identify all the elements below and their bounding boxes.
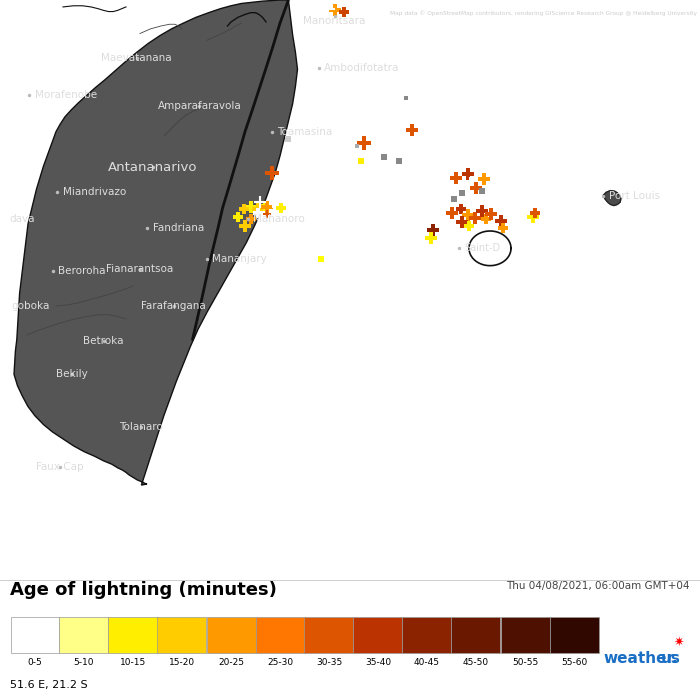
Text: Map data © OpenStreetMap contributors, rendering GIScience Research Group @ Heid: Map data © OpenStreetMap contributors, r…: [389, 10, 696, 16]
Text: Betroka: Betroka: [83, 336, 124, 346]
Text: Bekily: Bekily: [56, 369, 88, 379]
Text: Thu 04/08/2021, 06:00am GMT+04: Thu 04/08/2021, 06:00am GMT+04: [506, 581, 690, 592]
Text: goboka: goboka: [11, 301, 50, 311]
Bar: [10, 617, 60, 654]
Text: dava: dava: [9, 214, 34, 225]
Text: 5-10: 5-10: [74, 658, 95, 667]
Text: Faux Cap: Faux Cap: [36, 461, 83, 472]
Text: Amparafaravola: Amparafaravola: [158, 101, 241, 111]
Bar: [304, 617, 354, 654]
Bar: [500, 617, 550, 654]
Text: 20-25: 20-25: [218, 658, 244, 667]
Text: 25-30: 25-30: [267, 658, 293, 667]
Text: Fandriana: Fandriana: [153, 223, 204, 233]
Text: 0-5: 0-5: [27, 658, 43, 667]
Text: Age of lightning (minutes): Age of lightning (minutes): [10, 581, 277, 599]
Text: Mananjary: Mananjary: [212, 253, 267, 264]
Bar: [206, 617, 256, 654]
Text: Fianarantsoa: Fianarantsoa: [106, 263, 174, 274]
Bar: [108, 617, 158, 654]
Bar: [402, 617, 452, 654]
Text: 30-35: 30-35: [316, 658, 342, 667]
Text: 51.6 E, 21.2 S: 51.6 E, 21.2 S: [10, 680, 88, 690]
Text: ✷: ✷: [673, 636, 684, 648]
Bar: [354, 617, 402, 654]
Text: us: us: [661, 651, 680, 666]
Text: Saint-D: Saint-D: [465, 244, 501, 253]
Text: Morafenobe: Morafenobe: [35, 90, 97, 100]
Text: Antananarivo: Antananarivo: [108, 161, 197, 174]
Bar: [256, 617, 304, 654]
Text: 10-15: 10-15: [120, 658, 146, 667]
Text: Manoritsara: Manoritsara: [303, 16, 366, 26]
Text: Beroroha: Beroroha: [58, 267, 106, 276]
Text: Farafangana: Farafangana: [141, 301, 206, 311]
Text: 40-45: 40-45: [414, 658, 440, 667]
Text: Ambodifotatra: Ambodifotatra: [324, 63, 400, 73]
Bar: [60, 617, 108, 654]
Text: Port Louis: Port Louis: [609, 191, 660, 202]
Polygon shape: [14, 0, 298, 485]
Text: 35-40: 35-40: [365, 658, 391, 667]
Text: 55-60: 55-60: [561, 658, 587, 667]
Text: 50-55: 50-55: [512, 658, 538, 667]
Text: Maevatanana: Maevatanana: [102, 52, 172, 63]
Text: Miandrivazo: Miandrivazo: [63, 188, 126, 197]
Text: weather.: weather.: [603, 651, 678, 666]
Text: Tolanaro: Tolanaro: [120, 422, 163, 433]
Bar: [452, 617, 500, 654]
Text: Mahanoro: Mahanoro: [253, 214, 305, 225]
Text: Toamasina: Toamasina: [277, 127, 332, 136]
Text: 45-50: 45-50: [463, 658, 489, 667]
Bar: [550, 617, 598, 654]
Polygon shape: [603, 190, 621, 206]
Bar: [158, 617, 206, 654]
Text: 15-20: 15-20: [169, 658, 195, 667]
